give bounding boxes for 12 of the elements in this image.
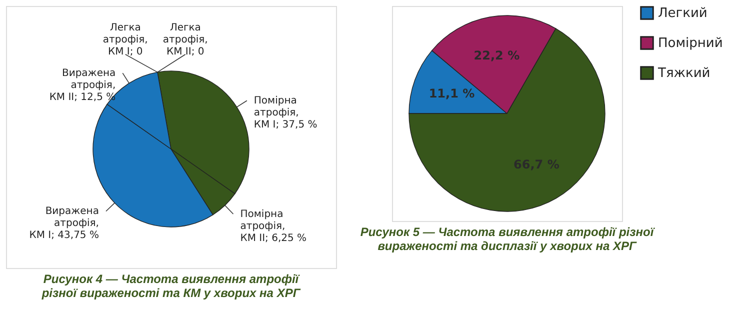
data-label: 11,1 % — [428, 86, 475, 100]
slice-label: Помірна атрофія, КМ II; 6,25 % — [240, 209, 307, 244]
slice-label: Виражена атрофія, КМ I; 43,75 % — [29, 206, 99, 242]
legend-label: Тяжкий — [657, 66, 710, 81]
legend-label: Легкий — [658, 6, 708, 21]
data-label: 22,2 % — [474, 48, 520, 63]
legend-label: Помірний — [658, 36, 723, 51]
slice-label: Помірна атрофія, КМ I; 37,5 % — [254, 96, 318, 131]
category-label: Легка атрофія, КМ I; 0 — [102, 22, 148, 58]
category-label: Легка атрофія, КМ II; 0 — [162, 22, 208, 58]
text: Рисунок 4 — Частота виявлення атрофії різної вираженості та КМ у хворих на ХРГ — [40, 272, 301, 300]
text: Рисунок 5 — Частота виявлення атрофії різної вираженості та дисплазії у хворих на ХРГ — [360, 225, 656, 253]
